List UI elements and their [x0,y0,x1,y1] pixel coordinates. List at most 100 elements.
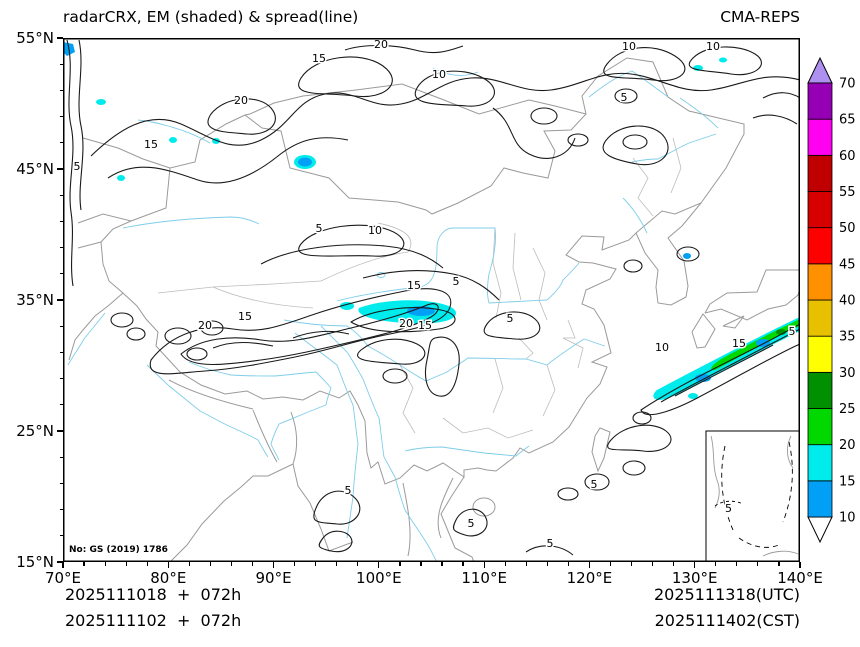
x-tick-mark [483,562,485,568]
x-minor-tick-mark [357,562,359,566]
contour-label: 10 [432,68,446,81]
contour-label: 20 [374,38,388,51]
contour-label: 5 [591,478,598,491]
x-tick-label: 140°E [777,569,823,587]
colorbar-segment [807,408,833,446]
y-tick-label: 25°N [16,422,54,440]
y-minor-tick-mark [59,404,63,406]
y-tick-label: 15°N [16,553,54,571]
x-minor-tick-mark [399,562,401,566]
valid-time-utc: 2025111318(UTC) [654,585,800,604]
x-minor-tick-mark [420,562,422,566]
x-tick-mark [378,562,380,568]
contour-label: 20 [234,94,248,107]
x-minor-tick-mark [504,562,506,566]
rivers [67,67,719,562]
x-minor-tick-mark [83,562,85,566]
colorbar-segment [807,480,833,518]
colorbar-tick-label: 50 [839,221,856,236]
y-tick-mark [57,299,63,301]
contour-label: 5 [345,484,352,497]
contour-label-layer: 20 15 10 10 10 20 15 5 5 10 20 15 20 15 15 5 5 10 15 5 5 5 5 5 5 [72,38,797,552]
contour-label: 20 [399,317,413,330]
x-minor-tick-mark [336,562,338,566]
y-minor-tick-mark [59,220,63,222]
y-minor-tick-mark [59,89,63,91]
x-minor-tick-mark [462,562,464,566]
x-minor-tick-mark [757,562,759,566]
y-minor-tick-mark [59,378,63,380]
colorbar-tick-label: 30 [839,366,856,381]
y-minor-tick-mark [59,456,63,458]
x-minor-tick-mark [609,562,612,566]
colorbar-segment [807,227,833,265]
contour-label: 15 [407,279,421,292]
contour-label: 5 [468,517,475,530]
y-minor-tick-mark [59,142,63,144]
y-tick-label: 55°N [16,29,54,47]
x-tick-mark [694,562,696,568]
x-minor-tick-mark [251,562,254,566]
x-tick-label: 100°E [356,569,402,587]
country-borders [68,57,800,562]
x-minor-tick-mark [104,562,106,566]
colorbar: 10 15 20 25 30 35 40 45 50 55 60 65 70 [807,56,856,544]
y-tick-label: 35°N [16,291,54,309]
x-minor-tick-mark [125,562,127,566]
y-minor-tick-mark [59,351,63,353]
map-note: No: GS (2019) 1786 [69,545,168,555]
colorbar-tick-label: 35 [839,330,856,345]
x-tick-label: 90°E [255,569,292,587]
contour-label: 5 [547,537,554,550]
colorbar-tick-label: 65 [839,113,856,128]
colorbar-under-arrow [807,516,833,544]
x-minor-tick-mark [315,562,317,566]
colorbar-segment [807,191,833,229]
chart-title: radarCRX, EM (shaded) & spread(line) [63,8,359,26]
x-minor-tick-mark [230,562,233,566]
y-minor-tick-mark [59,535,63,537]
contour-label: 5 [789,325,796,338]
x-minor-tick-mark [567,562,569,566]
contour-label: 15 [312,52,326,65]
x-minor-tick-mark [778,562,780,566]
colorbar-tick-label: 20 [839,438,856,453]
contour-label: 5 [453,275,460,288]
x-tick-label: 110°E [461,569,507,587]
x-minor-tick-mark [209,562,211,566]
map-frame [63,38,800,562]
colorbar-segment [807,154,833,192]
y-minor-tick-mark [59,273,63,275]
colorbar-segment [807,299,833,337]
y-minor-tick-mark [59,325,63,327]
x-tick-label: 80°E [150,569,187,587]
colorbar-segment [807,118,833,156]
x-minor-tick-mark [441,562,443,566]
x-minor-tick-mark [146,562,148,566]
contour-label: 10 [706,40,720,53]
contour-label: 10 [622,40,636,53]
contour-label: 5 [621,91,628,104]
contour-label: 10 [368,224,382,237]
x-minor-tick-mark [736,562,738,566]
map-canvas: 20 15 10 10 10 20 15 5 5 10 20 15 20 15 15 5 5 10 15 5 5 5 5 5 5… [63,38,800,562]
inset-contour-label: 5 [725,502,732,515]
spread-contours [66,39,800,556]
colorbar-tick-label: 25 [839,402,856,417]
y-minor-tick-mark [59,194,63,196]
contour-label: 20 [198,319,212,332]
colorbar-segment [807,82,833,120]
colorbar-segment [807,263,833,301]
contour-label: 15 [238,310,252,323]
x-tick-mark [799,562,801,568]
contour-label: 5 [74,160,81,173]
contour-label: 15 [418,319,432,332]
y-minor-tick-mark [59,509,63,511]
colorbar-tick-label: 55 [839,185,856,200]
contour-label: 10 [655,341,669,354]
model-label: CMA-REPS [720,8,800,26]
y-minor-tick-mark [59,247,63,249]
x-tick-mark [62,562,64,568]
x-minor-tick-mark [652,562,654,566]
